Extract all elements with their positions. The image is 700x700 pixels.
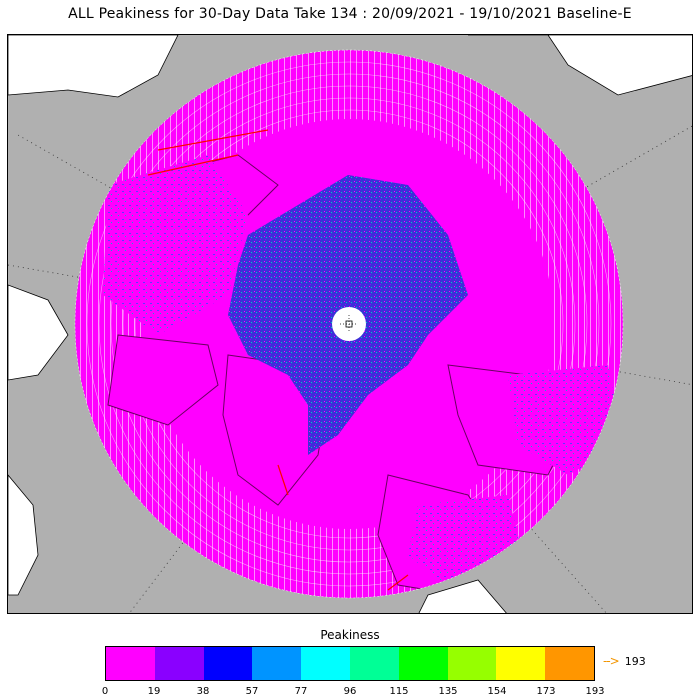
land-outside-disc bbox=[8, 35, 692, 613]
colorbar-tick-label: 115 bbox=[389, 686, 409, 697]
colorbar-tick-label: 135 bbox=[438, 686, 458, 697]
colorbar-title: Peakiness bbox=[320, 628, 380, 642]
overflow-value: 193 bbox=[624, 654, 646, 668]
overflow-arrow-icon: --> bbox=[603, 654, 620, 668]
polar-map-svg bbox=[8, 35, 692, 613]
colorbar-tick-label: 0 bbox=[101, 686, 109, 697]
colorbar-tick-label: 193 bbox=[585, 686, 605, 697]
colorbar-segment bbox=[154, 647, 204, 680]
pole-hole bbox=[332, 307, 366, 341]
polar-map bbox=[7, 34, 693, 614]
colorbar bbox=[105, 646, 595, 681]
colorbar-tick-label: 57 bbox=[245, 686, 259, 697]
colorbar-tick-label: 77 bbox=[294, 686, 308, 697]
colorbar-segment bbox=[349, 647, 399, 680]
colorbar-ticks: 0 19 38 57 77 96 115 135 154 173 193 bbox=[101, 686, 605, 700]
colorbar-segment bbox=[496, 647, 546, 680]
colorbar-segment bbox=[203, 647, 253, 680]
colorbar-tick-label: 96 bbox=[343, 686, 357, 697]
map-title: ALL Peakiness for 30-Day Data Take 134 :… bbox=[68, 6, 632, 22]
colorbar-tick-label: 173 bbox=[536, 686, 556, 697]
colorbar-segment bbox=[301, 647, 350, 680]
colorbar-segment bbox=[545, 647, 594, 680]
colorbar-segment bbox=[398, 647, 448, 680]
colorbar-segment bbox=[252, 647, 302, 680]
colorbar-tick-label: 38 bbox=[196, 686, 210, 697]
colorbar-tick-label: 154 bbox=[487, 686, 507, 697]
colorbar-segment bbox=[106, 647, 155, 680]
colorbar-segment bbox=[447, 647, 497, 680]
colorbar-tick-label: 19 bbox=[147, 686, 161, 697]
colorbar-overflow-indicator: --> 193 bbox=[603, 654, 646, 668]
